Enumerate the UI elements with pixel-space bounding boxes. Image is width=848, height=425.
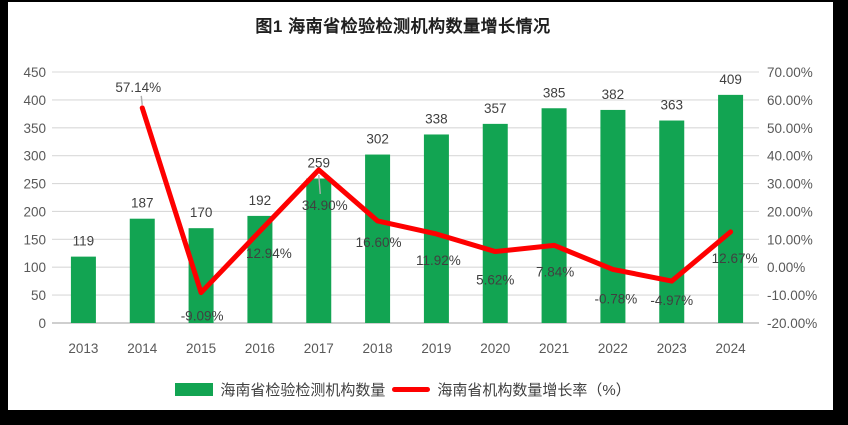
growth-value-label: 34.90% bbox=[302, 198, 348, 213]
chart-canvas: 图1 海南省检验检测机构数量增长情况 0 50 100 150 200 250 300 350… bbox=[8, 2, 833, 410]
bar-series-swatch bbox=[175, 383, 214, 396]
bar-value-label: 192 bbox=[249, 193, 272, 208]
left-axis-tick-label: 250 bbox=[23, 177, 46, 192]
right-axis-tick-label: 50.00% bbox=[767, 121, 813, 136]
x-axis-label: 2019 bbox=[421, 341, 451, 356]
x-axis-label: 2014 bbox=[127, 341, 158, 356]
growth-value-label: 11.92% bbox=[416, 253, 461, 268]
right-axis-tick-label: 60.00% bbox=[767, 93, 813, 108]
bar-value-label: 338 bbox=[425, 111, 448, 126]
x-axis-label: 2020 bbox=[480, 341, 510, 356]
growth-value-label: -9.09% bbox=[181, 309, 224, 324]
right-axis-tick-label: 10.00% bbox=[767, 232, 813, 247]
left-axis-tick-label: 300 bbox=[23, 149, 46, 164]
bar bbox=[718, 94, 744, 323]
x-axis-label: 2022 bbox=[598, 341, 628, 356]
left-axis-tick-label: 50 bbox=[31, 288, 46, 303]
growth-value-label: 12.94% bbox=[246, 246, 292, 261]
left-axis-tick-label: 350 bbox=[23, 121, 46, 136]
line-series-swatch bbox=[392, 387, 431, 392]
bar-series-legend-label: 海南省检验检测机构数量 bbox=[220, 382, 386, 399]
x-axis-label: 2018 bbox=[363, 341, 393, 356]
left-axis-tick-label: 400 bbox=[23, 93, 46, 108]
right-axis-tick-label: 30.00% bbox=[767, 177, 813, 192]
growth-value-label: -4.97% bbox=[650, 293, 693, 308]
growth-value-label: 16.60% bbox=[356, 235, 402, 250]
gridlines bbox=[52, 71, 759, 324]
bar bbox=[541, 108, 567, 323]
left-axis-tick-label: 150 bbox=[23, 232, 46, 247]
right-axis-tick-label: -10.00% bbox=[767, 288, 817, 303]
bar-value-label: 385 bbox=[543, 85, 566, 100]
line-series-legend-label: 海南省机构数量增长率（%） bbox=[437, 382, 631, 399]
bar bbox=[482, 123, 508, 323]
x-axis-label: 2016 bbox=[245, 341, 275, 356]
chart-legend: 海南省检验检测机构数量 海南省机构数量增长率（%） bbox=[8, 379, 798, 400]
bar bbox=[659, 120, 685, 323]
growth-value-label: 12.67% bbox=[712, 251, 758, 266]
growth-line bbox=[139, 105, 734, 296]
right-axis-tick-label: 0.00% bbox=[767, 260, 805, 275]
x-axis-label: 2023 bbox=[657, 341, 687, 356]
label-leader-line bbox=[140, 95, 143, 105]
left-axis-tick-label: 200 bbox=[23, 204, 46, 219]
x-axis-label: 2024 bbox=[716, 341, 747, 356]
growth-value-label: 57.14% bbox=[115, 80, 161, 95]
x-axis-label: 2021 bbox=[539, 341, 569, 356]
left-axis-tick-label: 450 bbox=[23, 65, 46, 80]
bar bbox=[70, 256, 96, 323]
growth-value-label: 7.84% bbox=[536, 264, 574, 279]
left-axis: 0 50 100 150 200 250 300 350 400 450 bbox=[23, 65, 46, 331]
bar-value-label: 382 bbox=[602, 87, 625, 102]
bar-value-label: 409 bbox=[719, 72, 742, 87]
right-axis-tick-label: -20.00% bbox=[767, 316, 817, 331]
left-axis-tick-label: 100 bbox=[23, 260, 46, 275]
right-axis-tick-label: 70.00% bbox=[767, 65, 813, 80]
bar bbox=[423, 134, 449, 323]
bar-value-label: 259 bbox=[307, 156, 330, 171]
label-leader-line bbox=[318, 174, 321, 194]
bar bbox=[365, 154, 391, 323]
right-axis-tick-label: 40.00% bbox=[767, 149, 813, 164]
x-axis-label: 2013 bbox=[68, 341, 98, 356]
bar-value-label: 363 bbox=[660, 98, 683, 113]
bar-value-labels: 119 187 170 192 259 302 338 357 385 382 363 409 bbox=[73, 72, 742, 249]
right-axis-tick-label: 20.00% bbox=[767, 204, 813, 219]
growth-value-label: 5.62% bbox=[476, 273, 514, 288]
right-axis: -20.00% -10.00% 0.00% 10.00% 20.00% 30.00% 40.… bbox=[767, 65, 817, 331]
bar-series bbox=[70, 94, 744, 323]
bar bbox=[129, 218, 155, 323]
line-value-labels: 57.14% -9.09% 12.94% 34.90% 16.60% 11.92% 5.62… bbox=[115, 80, 757, 324]
bar bbox=[600, 109, 626, 323]
growth-value-label: -0.78% bbox=[595, 291, 638, 306]
combo-chart: 0 50 100 150 200 250 300 350 400 450 -20.00% -10.00… bbox=[23, 65, 817, 356]
chart-title: 图1 海南省检验检测机构数量增长情况 bbox=[255, 17, 551, 36]
bar-value-label: 187 bbox=[131, 196, 154, 211]
bar-value-label: 302 bbox=[366, 132, 389, 147]
bar-value-label: 119 bbox=[73, 234, 95, 249]
line-series bbox=[139, 95, 734, 296]
x-axis-labels: 2013 2014 2015 2016 2017 2018 2019 2020 2021 2022… bbox=[68, 341, 746, 356]
bar bbox=[188, 228, 214, 323]
bar bbox=[306, 178, 332, 323]
x-axis-label: 2017 bbox=[304, 341, 334, 356]
bar-value-label: 170 bbox=[190, 205, 213, 220]
left-axis-tick-label: 0 bbox=[38, 316, 46, 331]
x-axis-label: 2015 bbox=[186, 341, 216, 356]
bar-value-label: 357 bbox=[484, 101, 507, 116]
